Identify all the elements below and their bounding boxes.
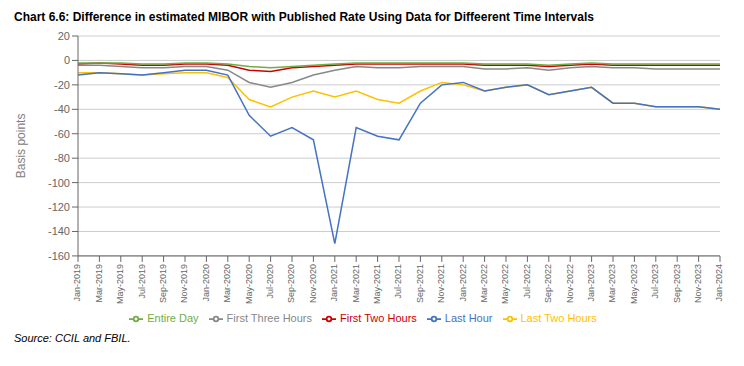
html-text:Entire Day: Entire Day bbox=[147, 311, 199, 324]
html-text:Last Two Hours: Last Two Hours bbox=[520, 311, 597, 324]
svg-text:Sep-2020: Sep-2020 bbox=[286, 264, 296, 303]
svg-text:Sep-2021: Sep-2021 bbox=[415, 264, 425, 303]
svg-text:0: 0 bbox=[64, 54, 70, 66]
svg-text:Mar-2021: Mar-2021 bbox=[351, 264, 361, 303]
svg-text:Nov-2022: Nov-2022 bbox=[565, 264, 575, 303]
svg-text:-60: -60 bbox=[54, 128, 70, 140]
svg-text:May-2021: May-2021 bbox=[372, 264, 382, 304]
svg-text:May-2022: May-2022 bbox=[500, 264, 510, 304]
svg-text:-120: -120 bbox=[48, 201, 70, 213]
svg-text:Nov-2021: Nov-2021 bbox=[436, 264, 446, 303]
svg-text:Nov-2019: Nov-2019 bbox=[179, 264, 189, 303]
html-text:First Three Hours: First Three Hours bbox=[226, 311, 312, 324]
html-text:Source: CCIL and FBIL.: Source: CCIL and FBIL. bbox=[14, 332, 131, 344]
svg-text:-140: -140 bbox=[48, 225, 70, 237]
svg-text:May-2023: May-2023 bbox=[629, 264, 639, 304]
svg-text:-100: -100 bbox=[48, 177, 70, 189]
svg-text:Sep-2023: Sep-2023 bbox=[672, 264, 682, 303]
svg-text:-80: -80 bbox=[54, 152, 70, 164]
svg-text:Jul-2020: Jul-2020 bbox=[265, 264, 275, 299]
svg-text:Jan-2023: Jan-2023 bbox=[586, 264, 596, 302]
html-text:First Two Hours: First Two Hours bbox=[340, 311, 417, 324]
svg-text:Jan-2021: Jan-2021 bbox=[329, 264, 339, 302]
svg-text:-20: -20 bbox=[54, 79, 70, 91]
svg-text:Mar-2022: Mar-2022 bbox=[479, 264, 489, 303]
svg-text:Jan-2022: Jan-2022 bbox=[458, 264, 468, 302]
svg-text:Jan-2020: Jan-2020 bbox=[201, 264, 211, 302]
svg-text:Nov-2020: Nov-2020 bbox=[308, 264, 318, 303]
svg-text:Basis points: Basis points bbox=[14, 114, 28, 179]
svg-text:-40: -40 bbox=[54, 103, 70, 115]
svg-text:Mar-2023: Mar-2023 bbox=[607, 264, 617, 303]
svg-text:20: 20 bbox=[58, 30, 70, 42]
svg-text:Jul-2019: Jul-2019 bbox=[137, 264, 147, 299]
svg-text:Nov-2023: Nov-2023 bbox=[693, 264, 703, 303]
html-text:Chart 6.6: Difference in estim: Chart 6.6: Difference in estimated MIBOR… bbox=[14, 10, 594, 24]
html-text:Last Hour: Last Hour bbox=[444, 311, 493, 324]
svg-text:May-2019: May-2019 bbox=[115, 264, 125, 304]
svg-text:Mar-2020: Mar-2020 bbox=[222, 264, 232, 303]
svg-text:Sep-2022: Sep-2022 bbox=[543, 264, 553, 303]
svg-text:May-2020: May-2020 bbox=[244, 264, 254, 304]
svg-text:Jul-2022: Jul-2022 bbox=[522, 264, 532, 299]
svg-text:-160: -160 bbox=[48, 250, 70, 262]
svg-text:Jul-2021: Jul-2021 bbox=[393, 264, 403, 299]
svg-text:Jan-2019: Jan-2019 bbox=[72, 264, 82, 302]
svg-text:Jan-2024: Jan-2024 bbox=[714, 264, 724, 302]
svg-text:Sep-2019: Sep-2019 bbox=[158, 264, 168, 303]
svg-text:Mar-2019: Mar-2019 bbox=[94, 264, 104, 303]
svg-text:Jul-2023: Jul-2023 bbox=[650, 264, 660, 299]
